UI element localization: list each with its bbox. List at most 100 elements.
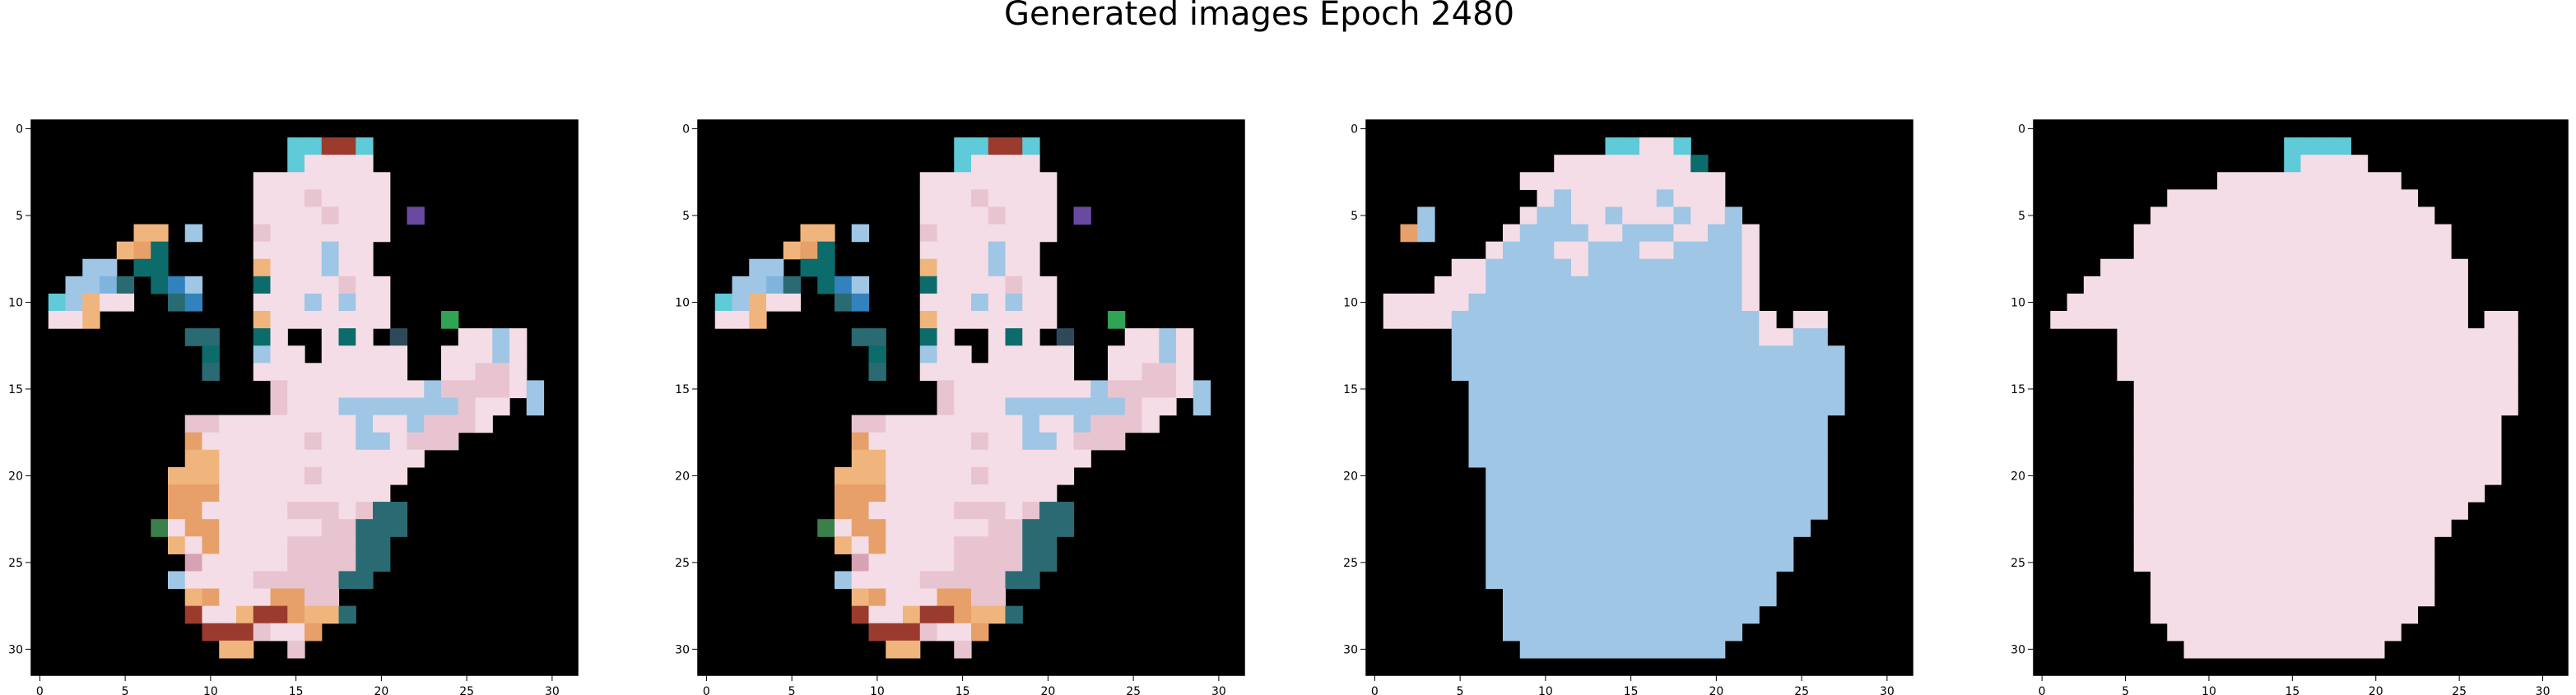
pixel-cell <box>1022 397 1040 416</box>
pixel-cell <box>373 432 391 451</box>
pixel-cell <box>1656 155 1675 173</box>
pixel-cell <box>184 466 203 485</box>
pixel-cell <box>937 415 955 433</box>
pixel-cell <box>868 328 886 346</box>
pixel-cell <box>1005 432 1023 451</box>
pixel-cell <box>886 588 904 607</box>
pixel-cell <box>2183 449 2202 468</box>
pixel-cell <box>2183 189 2202 208</box>
pixel-cell <box>1554 345 1572 364</box>
pixel-cell <box>1605 241 1623 260</box>
pixel-cell <box>509 363 528 381</box>
pixel-cell <box>2267 241 2285 260</box>
pixel-cell <box>2117 345 2135 364</box>
pixel-cell <box>971 449 989 468</box>
pixel-cell <box>2417 432 2435 451</box>
pixel-cell <box>321 605 340 624</box>
pixel-cell <box>1588 363 1607 381</box>
pixel-cell <box>1571 328 1589 346</box>
pixel-cell <box>1519 363 1538 381</box>
pixel-cell <box>954 363 972 381</box>
pixel-cell <box>373 172 391 190</box>
pixel-cell <box>356 536 374 554</box>
pixel-cell <box>1690 293 1709 312</box>
pixel-cell <box>2383 276 2402 294</box>
pixel-cell <box>1554 484 1572 503</box>
pixel-cell <box>1673 172 1691 190</box>
pixel-cell <box>1622 206 1640 225</box>
pixel-cell <box>1673 588 1691 607</box>
pixel-cell <box>1005 276 1023 294</box>
pixel-cell <box>338 554 356 572</box>
pixel-cell <box>2284 172 2302 190</box>
pixel-cell <box>2383 311 2402 329</box>
pixel-cell <box>219 640 237 659</box>
pixel-cell <box>184 554 203 572</box>
pixel-cell <box>1537 466 1555 485</box>
pixel-cell <box>389 397 408 416</box>
pixel-cell <box>835 276 853 294</box>
pixel-cell <box>919 554 938 572</box>
pixel-cell <box>270 536 288 554</box>
pixel-cell <box>1124 363 1143 381</box>
pixel-cell <box>1810 466 1828 485</box>
y-tick-label: 15 <box>2011 383 2025 396</box>
pixel-cell <box>954 554 972 572</box>
pixel-cell <box>2317 363 2335 381</box>
pixel-cell <box>1005 484 1023 503</box>
pixel-cell <box>1005 258 1023 277</box>
pixel-cell <box>868 432 886 451</box>
pixel-cell <box>2217 502 2234 520</box>
pixel-cell <box>373 189 391 208</box>
pixel-cell <box>2417 311 2435 329</box>
pixel-cell <box>919 484 938 503</box>
pixel-cell <box>2200 623 2218 642</box>
pixel-cell <box>2451 449 2468 468</box>
pixel-cell <box>1503 536 1521 554</box>
pixel-cell <box>202 502 220 520</box>
pixel-cell <box>868 571 886 590</box>
pixel-cell <box>2150 571 2168 590</box>
pixel-cell <box>1622 241 1640 260</box>
pixel-cell <box>2467 449 2485 468</box>
pixel-cell <box>2267 380 2285 399</box>
pixel-cell <box>2317 345 2335 364</box>
pixel-cell <box>1810 380 1828 399</box>
pixel-cell <box>168 293 186 312</box>
pixel-cell <box>270 571 288 590</box>
pixel-cell <box>851 276 870 294</box>
pixel-cell <box>1793 311 1811 329</box>
pixel-cell <box>2284 224 2302 243</box>
x-tick-label: 0 <box>36 685 44 695</box>
pixel-cell <box>851 519 870 537</box>
pixel-cell <box>2451 380 2468 399</box>
pixel-cell <box>1724 502 1743 520</box>
pixel-cell <box>270 224 288 243</box>
pixel-cell <box>2350 206 2369 225</box>
pixel-cell <box>1656 623 1675 642</box>
pixel-cell <box>1605 640 1623 659</box>
pixel-cell <box>868 345 886 364</box>
pixel-cell <box>2350 432 2369 451</box>
pixel-cell <box>168 536 186 554</box>
pixel-cell <box>458 363 477 381</box>
pixel-cell <box>1537 519 1555 537</box>
pixel-cell <box>1724 241 1743 260</box>
pixel-cell <box>1571 189 1589 208</box>
pixel-cell <box>356 484 374 503</box>
pixel-cell <box>1622 172 1640 190</box>
pixel-cell <box>1724 363 1743 381</box>
pixel-cell <box>1605 224 1623 243</box>
pixel-cell <box>1417 293 1435 312</box>
pixel-cell <box>2317 224 2335 243</box>
pixel-cell <box>988 466 1007 485</box>
pixel-cell <box>2300 206 2318 225</box>
pixel-cell <box>202 345 220 364</box>
pixel-cell <box>1142 397 1160 416</box>
pixel-cell <box>475 397 493 416</box>
x-tick-label: 10 <box>870 685 885 695</box>
pixel-cell <box>817 241 835 260</box>
pixel-cell <box>287 311 305 329</box>
pixel-cell <box>1537 640 1555 659</box>
